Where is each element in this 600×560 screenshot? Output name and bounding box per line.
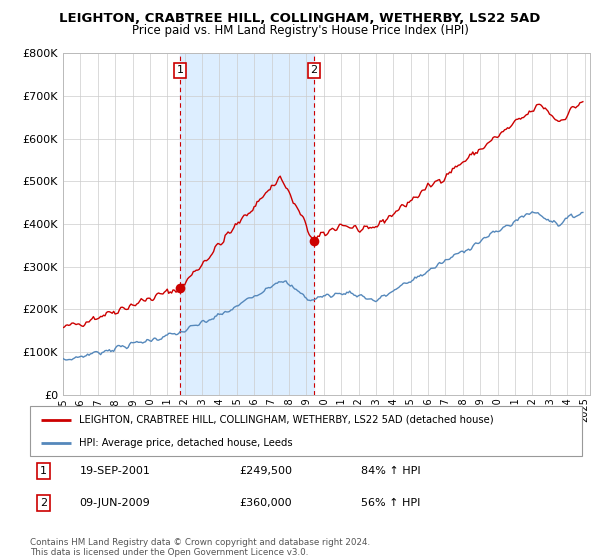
Text: HPI: Average price, detached house, Leeds: HPI: Average price, detached house, Leed…	[79, 438, 292, 448]
Text: 2: 2	[40, 498, 47, 508]
FancyBboxPatch shape	[30, 406, 582, 456]
Text: 19-SEP-2001: 19-SEP-2001	[80, 466, 151, 476]
Text: 09-JUN-2009: 09-JUN-2009	[80, 498, 151, 508]
Text: 1: 1	[40, 466, 47, 476]
Bar	[180, 53, 314, 395]
Text: LEIGHTON, CRABTREE HILL, COLLINGHAM, WETHERBY, LS22 5AD (detached house): LEIGHTON, CRABTREE HILL, COLLINGHAM, WET…	[79, 414, 493, 424]
Text: Price paid vs. HM Land Registry's House Price Index (HPI): Price paid vs. HM Land Registry's House …	[131, 24, 469, 36]
Text: LEIGHTON, CRABTREE HILL, COLLINGHAM, WETHERBY, LS22 5AD: LEIGHTON, CRABTREE HILL, COLLINGHAM, WET…	[59, 12, 541, 25]
Text: 56% ↑ HPI: 56% ↑ HPI	[361, 498, 421, 508]
Text: 2: 2	[310, 66, 317, 75]
Text: Contains HM Land Registry data © Crown copyright and database right 2024.
This d: Contains HM Land Registry data © Crown c…	[30, 538, 370, 557]
Text: £360,000: £360,000	[240, 498, 292, 508]
Text: £249,500: £249,500	[240, 466, 293, 476]
Text: 1: 1	[176, 66, 184, 75]
Text: 84% ↑ HPI: 84% ↑ HPI	[361, 466, 421, 476]
